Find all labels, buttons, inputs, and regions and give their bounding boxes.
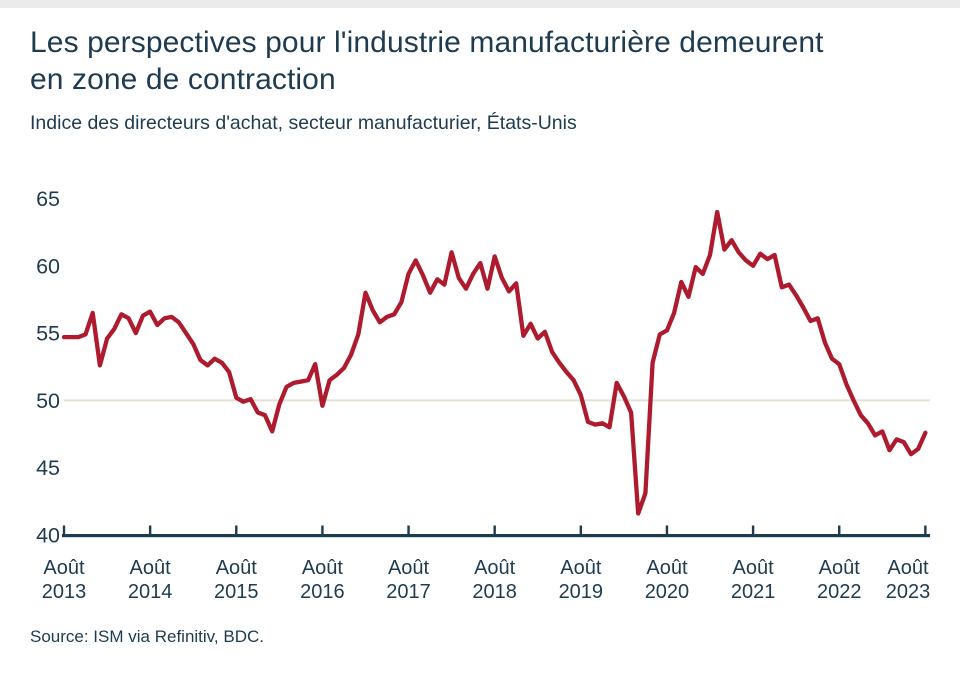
top-window-strip <box>0 0 960 8</box>
reference-line-50 <box>64 399 930 402</box>
y-axis-tick-label: 50 <box>36 389 60 413</box>
x-axis-tick-label-month: Août <box>646 557 688 579</box>
x-axis-tick-label-month: Août <box>130 557 172 579</box>
x-axis-tick-label-year: 2018 <box>472 581 517 603</box>
x-axis-tick <box>924 525 927 534</box>
y-axis-tick-label: 60 <box>36 254 60 278</box>
x-axis-line <box>62 534 930 538</box>
x-axis-tick-label-year: 2017 <box>386 581 431 603</box>
chart-subtitle: Indice des directeurs d'achat, secteur m… <box>30 112 577 134</box>
x-axis-tick-label-year: 2014 <box>128 581 173 603</box>
x-axis-tick-label-year: 2022 <box>817 581 862 603</box>
x-axis-tick-label-month: Août <box>819 557 861 579</box>
x-axis-tick-label-year: 2023 <box>886 581 931 603</box>
y-axis-tick-label: 65 <box>36 187 60 211</box>
x-axis-tick-label-year: 2016 <box>300 581 345 603</box>
x-axis-tick <box>407 525 410 534</box>
x-axis-tick <box>838 525 841 534</box>
x-axis-tick-label-month: Août <box>388 557 430 579</box>
x-axis-tick-label-year: 2019 <box>559 581 604 603</box>
x-axis-tick <box>665 525 669 534</box>
x-axis-tick-label-month: Août <box>216 557 258 579</box>
y-axis-tick-label: 45 <box>36 456 60 480</box>
x-axis-tick-label-month: Août <box>474 557 516 579</box>
x-axis-tick-label-month: Août <box>43 557 85 579</box>
x-axis-tick <box>751 525 755 534</box>
x-axis-tick-label-year: 2015 <box>214 581 259 603</box>
chart-title: Les perspectives pour l'industrie manufa… <box>30 26 824 96</box>
x-axis-tick-label-year: 2021 <box>731 581 776 603</box>
x-axis-tick-label-month: Août <box>560 557 602 579</box>
x-axis-tick-label-month: Août <box>887 557 929 579</box>
source-note: Source: ISM via Refinitiv, BDC. <box>30 627 264 646</box>
x-axis-tick <box>321 525 324 534</box>
x-axis-tick <box>148 525 152 534</box>
pmi-line <box>61 209 928 516</box>
x-axis-tick-label-year: 2013 <box>42 581 87 603</box>
chart-header: Les perspectives pour l'industrie manufa… <box>30 24 890 135</box>
x-axis-tick-label-month: Août <box>733 557 775 579</box>
x-axis-tick <box>235 525 238 534</box>
x-axis-tick-label-year: 2020 <box>645 581 690 603</box>
y-axis-tick-label: 55 <box>36 322 60 346</box>
y-axis-tick-label: 40 <box>36 524 60 548</box>
x-axis-tick <box>62 525 66 534</box>
x-axis-tick <box>579 525 583 534</box>
x-axis-tick-label-month: Août <box>302 557 344 579</box>
x-axis-tick <box>493 525 496 534</box>
